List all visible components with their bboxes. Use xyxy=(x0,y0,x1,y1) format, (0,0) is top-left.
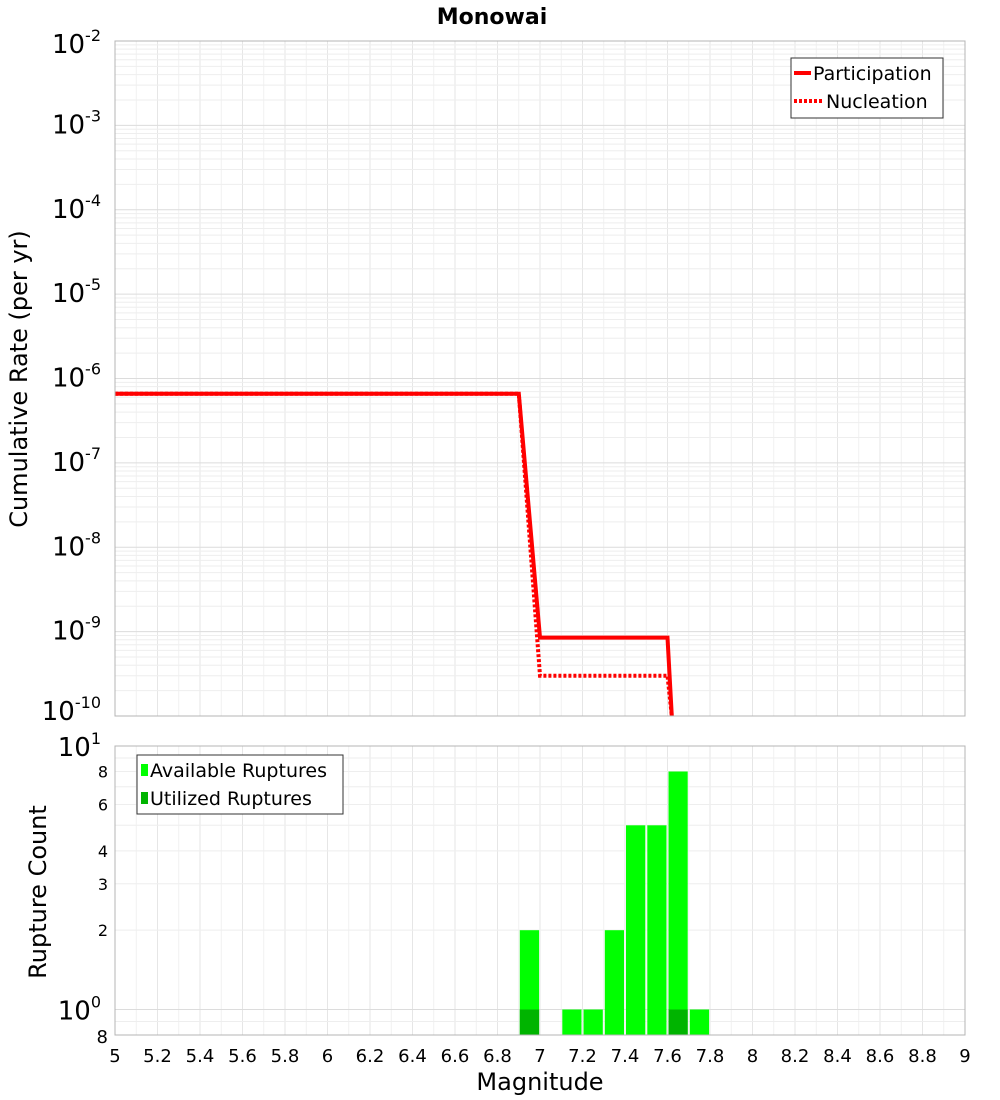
top-y-tick-label-exp: -4 xyxy=(85,191,101,210)
bar-available xyxy=(647,825,667,1035)
bar-utilized xyxy=(668,1009,688,1035)
bar-available xyxy=(626,825,646,1035)
x-tick-label: 9 xyxy=(959,1046,970,1067)
bottom-y-major-tick-label-base: 10 xyxy=(58,733,91,763)
x-tick-label: 7.8 xyxy=(696,1046,725,1067)
x-tick-label: 5.8 xyxy=(271,1046,300,1067)
x-tick-label: 8.6 xyxy=(866,1046,895,1067)
top-gridlines xyxy=(114,41,966,717)
top-y-tick-label: 10-2 xyxy=(52,26,101,60)
bottom-y-major-tick-label-base: 10 xyxy=(58,996,91,1026)
bottom-bars-group xyxy=(519,771,710,1035)
legend-available-label: Available Ruptures xyxy=(150,760,327,782)
top-y-tick-label: 10-7 xyxy=(52,444,101,478)
x-tick-label: 6.2 xyxy=(356,1046,385,1067)
series-participation-line xyxy=(115,391,674,717)
legend-utilized-label: Utilized Ruptures xyxy=(150,788,312,810)
top-y-tick-label-exp: -8 xyxy=(85,528,101,547)
top-y-tick-label: 10-10 xyxy=(42,693,101,727)
bottom-y-tick-label: 8 xyxy=(98,763,108,782)
bottom-y-tick-label: 2 xyxy=(98,921,108,940)
bar-utilized xyxy=(519,1009,540,1035)
chart-title: Monowai xyxy=(437,5,548,30)
top-y-tick-label: 10-3 xyxy=(52,106,101,140)
x-tick-label: 5 xyxy=(109,1046,120,1067)
x-tick-label: 6.6 xyxy=(441,1046,470,1067)
top-legend: Participation Nucleation xyxy=(790,57,944,119)
bottom-y-major-tick-label-exp: 0 xyxy=(91,992,101,1011)
top-y-tick-label-base: 10 xyxy=(52,532,85,562)
top-y-tick-labels: 10-210-310-410-510-610-710-810-910-10 xyxy=(42,26,101,727)
top-y-tick-label-exp: -6 xyxy=(85,360,101,379)
top-y-tick-label-base: 10 xyxy=(52,617,85,647)
bottom-y-tick-label-min: 8 xyxy=(97,1027,108,1048)
top-plot: 10-210-310-410-510-610-710-810-910-10 Cu… xyxy=(5,26,966,727)
bar-available xyxy=(604,930,624,1035)
top-y-tick-label-exp: -3 xyxy=(85,106,101,125)
top-legend-box xyxy=(790,57,944,119)
bar-available xyxy=(668,771,688,1035)
bottom-y-major-tick-label: 101 xyxy=(58,729,101,763)
bar-available xyxy=(689,1009,710,1035)
top-y-tick-label: 10-6 xyxy=(52,360,101,394)
top-y-tick-label-base: 10 xyxy=(52,279,85,309)
legend-participation-label: Participation xyxy=(813,63,932,85)
bottom-y-tick-label: 6 xyxy=(98,795,108,814)
x-tick-label: 6.8 xyxy=(483,1046,512,1067)
x-tick-label: 5.6 xyxy=(228,1046,257,1067)
bottom-y-tick-label: 3 xyxy=(98,875,108,894)
top-y-tick-label-base: 10 xyxy=(52,195,85,225)
top-y-tick-label-exp: -7 xyxy=(85,444,101,463)
top-y-tick-label-exp: -2 xyxy=(85,26,101,45)
bottom-plot-border xyxy=(114,745,966,1036)
legend-available-swatch xyxy=(141,764,148,776)
x-tick-label: 7.6 xyxy=(653,1046,682,1067)
bottom-legend: Available Ruptures Utilized Ruptures xyxy=(136,754,344,815)
x-tick-label: 8.2 xyxy=(781,1046,810,1067)
top-y-tick-label-base: 10 xyxy=(52,110,85,140)
top-y-tick-label-base: 10 xyxy=(52,30,85,60)
x-tick-label: 5.2 xyxy=(143,1046,172,1067)
top-y-tick-label-exp: -9 xyxy=(85,613,101,632)
x-tick-label: 6.4 xyxy=(398,1046,427,1067)
bottom-legend-box xyxy=(136,754,344,815)
top-y-tick-label: 10-4 xyxy=(52,191,101,225)
bar-available xyxy=(583,1009,603,1035)
top-y-tick-label-base: 10 xyxy=(52,448,85,478)
x-axis-label: Magnitude xyxy=(476,1068,603,1096)
legend-utilized-swatch xyxy=(141,792,148,804)
top-series-group xyxy=(115,391,674,717)
x-tick-label: 5.4 xyxy=(186,1046,215,1067)
bar-available xyxy=(562,1009,582,1035)
x-tick-label: 8.8 xyxy=(908,1046,937,1067)
x-tick-label: 8.4 xyxy=(823,1046,852,1067)
top-y-tick-label-exp: -5 xyxy=(85,275,101,294)
bottom-y-tick-label: 4 xyxy=(98,842,108,861)
bottom-y-major-tick-label: 100 xyxy=(58,992,101,1026)
top-y-tick-label: 10-9 xyxy=(52,613,101,647)
top-y-tick-label-base: 10 xyxy=(42,697,75,727)
bar-available xyxy=(519,930,540,1035)
top-y-axis-label: Cumulative Rate (per yr) xyxy=(5,230,33,528)
legend-nucleation-label: Nucleation xyxy=(826,91,928,113)
top-y-tick-label: 10-5 xyxy=(52,275,101,309)
x-tick-label: 6 xyxy=(322,1046,333,1067)
x-tick-labels: 5 5.2 5.4 5.6 5.8 6 6.2 6.4 6.6 6.8 7 7.2 7.4 7.6 7.8 8… xyxy=(109,1046,970,1067)
x-tick-label: 7.2 xyxy=(568,1046,597,1067)
top-y-tick-label: 10-8 xyxy=(52,528,101,562)
bottom-y-axis-label: Rupture Count xyxy=(24,805,52,979)
top-y-tick-label-base: 10 xyxy=(52,364,85,394)
x-tick-label: 8 xyxy=(747,1046,758,1067)
x-tick-label: 7.4 xyxy=(611,1046,640,1067)
top-y-tick-label-exp: -10 xyxy=(75,693,101,712)
x-tick-label: 7 xyxy=(534,1046,545,1067)
bottom-y-major-tick-label-exp: 1 xyxy=(91,729,101,748)
top-plot-border xyxy=(114,40,966,717)
